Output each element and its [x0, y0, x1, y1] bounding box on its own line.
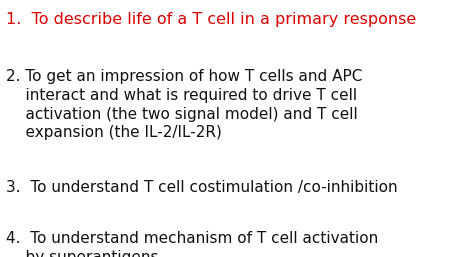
- Text: 2. To get an impression of how T cells and APC
    interact and what is required: 2. To get an impression of how T cells a…: [6, 69, 363, 140]
- Text: 4.  To understand mechanism of T cell activation
    by superantigens: 4. To understand mechanism of T cell act…: [6, 231, 378, 257]
- Text: 1.  To describe life of a T cell in a primary response: 1. To describe life of a T cell in a pri…: [6, 12, 417, 26]
- Text: 3.  To understand T cell costimulation /co-inhibition: 3. To understand T cell costimulation /c…: [6, 180, 398, 195]
